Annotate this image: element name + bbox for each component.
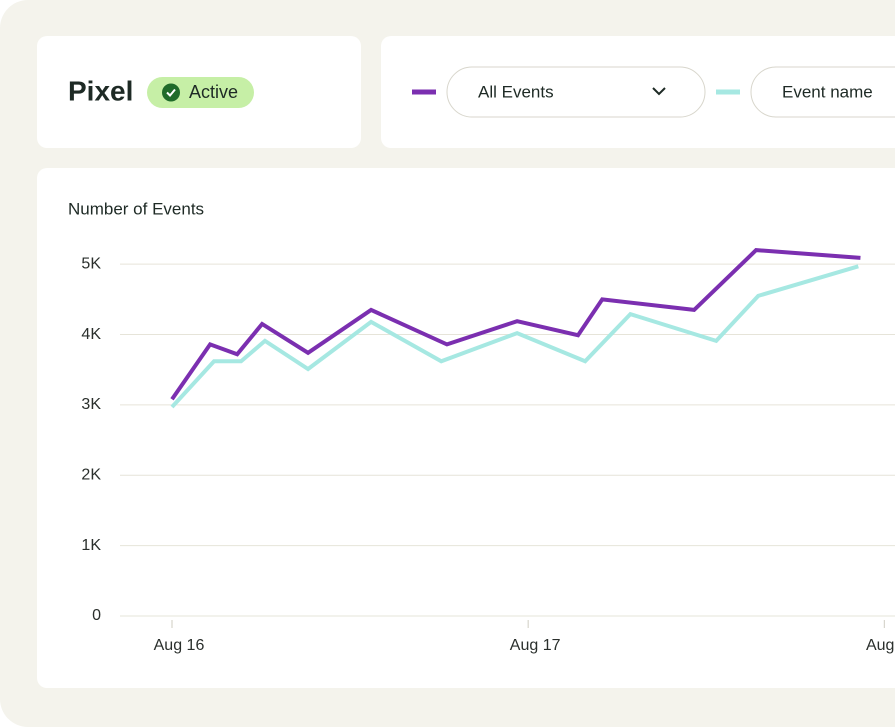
legend-label: Event name [782, 82, 873, 101]
y-tick-label: 2K [81, 466, 101, 483]
x-tick-label: Aug 16 [154, 637, 205, 654]
x-tick-label: Aug 17 [510, 637, 561, 654]
status-text: Active [189, 82, 238, 102]
legend-label: All Events [478, 82, 554, 101]
y-tick-label: 0 [92, 607, 101, 624]
y-tick-label: 5K [81, 255, 101, 272]
series-line [170, 264, 859, 409]
dropdown-chevron [652, 87, 666, 96]
y-tick-label: 3K [81, 396, 101, 413]
x-tick-label: Aug 18 [866, 637, 895, 654]
plot: 0 1K 2K 3K 4K 5K Aug 16 Aug 17 Aug 18 [81, 248, 895, 654]
y-tick-label: 4K [81, 326, 101, 343]
status-icon [162, 83, 180, 102]
pixel-title: Pixel [68, 75, 133, 106]
status-check [166, 88, 176, 97]
y-axis-title: Number of Events [68, 199, 204, 218]
y-tick-label: 1K [81, 537, 101, 554]
chart-card [37, 168, 895, 688]
series-dropdown[interactable] [446, 66, 706, 118]
series-dropdown[interactable] [750, 66, 895, 118]
series-line [170, 248, 861, 401]
